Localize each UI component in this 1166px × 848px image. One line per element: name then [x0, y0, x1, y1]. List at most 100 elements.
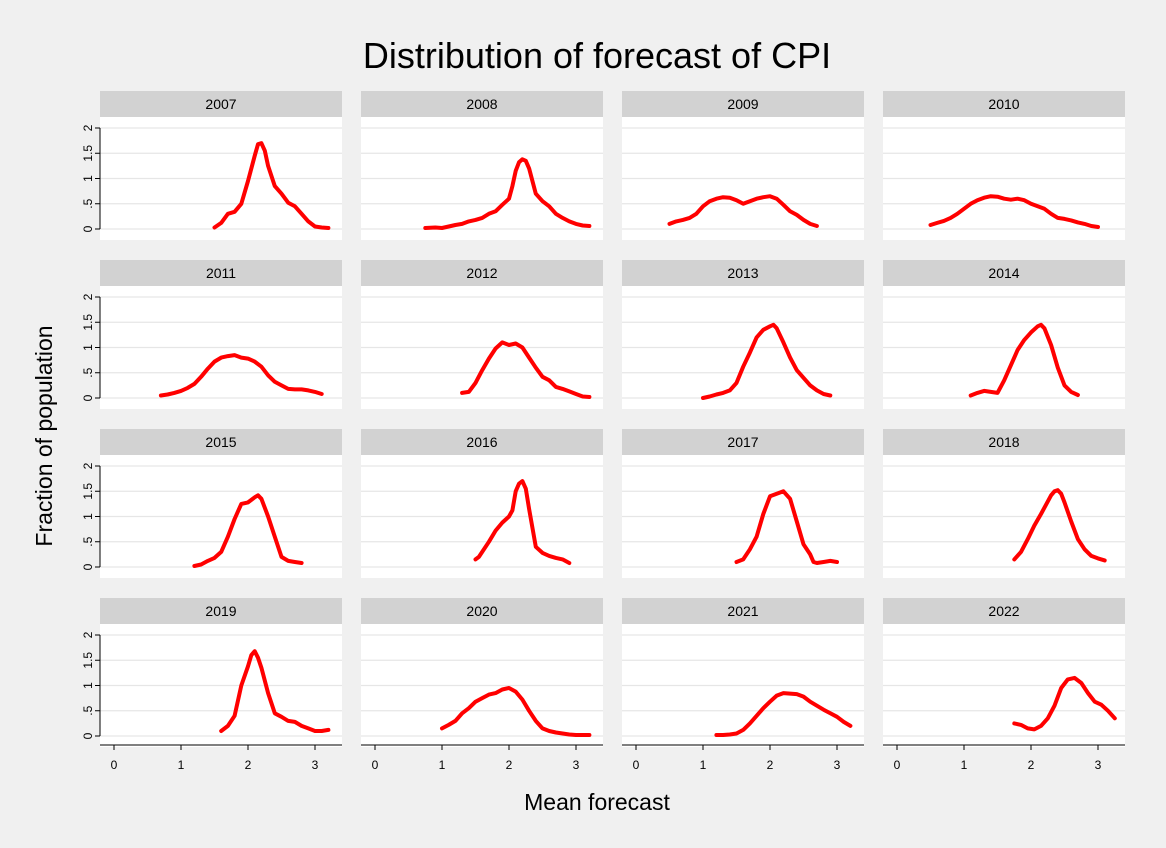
panel-2018: 2018	[883, 429, 1125, 578]
density-line-2021	[714, 691, 853, 737]
y-tick-label: 0	[81, 394, 95, 401]
panel-strip-label: 2019	[205, 603, 236, 619]
chart-title: Distribution of forecast of CPI	[363, 35, 831, 76]
density-line-2012	[460, 340, 592, 399]
panel-2019: 2019 0 .5 1 1.5 2 0 1 2 3	[81, 598, 342, 772]
y-tick-label: 1	[81, 513, 95, 520]
y-tick-label: 2	[81, 293, 95, 300]
panel-2014: 2014	[883, 260, 1125, 409]
density-line-2014	[968, 322, 1080, 398]
panel-2021: 2021 0 1 2 3	[622, 598, 864, 772]
x-tick-label: 2	[1028, 758, 1035, 772]
y-tick-label: 1.5	[81, 652, 95, 669]
y-tick-label: 0	[81, 225, 95, 232]
density-line-2007	[212, 141, 331, 230]
panel-2012: 2012	[361, 260, 603, 409]
y-tick-label: 2	[81, 462, 95, 469]
y-tick-label: 1	[81, 682, 95, 689]
panel-2015: 2015 0 .5 1 1.5 2	[81, 429, 342, 578]
panel-2008: 2008	[361, 91, 603, 240]
density-line-2008	[423, 157, 592, 230]
panel-strip	[361, 260, 603, 286]
x-tick-label: 0	[372, 758, 379, 772]
panel-2022: 2022 0 1 2 3	[883, 598, 1125, 772]
panel-strip-label: 2016	[466, 434, 497, 450]
y-tick-label: .5	[81, 198, 95, 208]
panel-2010: 2010	[883, 91, 1125, 240]
panel-strip	[100, 260, 342, 286]
panel-2020: 2020 0 1 2 3	[361, 598, 603, 772]
y-axis-title: Fraction of population	[31, 325, 57, 546]
x-tick-label: 1	[178, 758, 185, 772]
y-tick-label: 0	[81, 732, 95, 739]
x-tick-label: 3	[573, 758, 580, 772]
density-line-2009	[667, 194, 819, 228]
panel-2013: 2013	[622, 260, 864, 409]
x-tick-label: 1	[961, 758, 968, 772]
y-tick-label: 2	[81, 631, 95, 638]
x-tick-label: 2	[506, 758, 513, 772]
y-tick-label: 1	[81, 175, 95, 182]
panel-strip-label: 2012	[466, 265, 497, 281]
x-tick-label: 1	[439, 758, 446, 772]
panel-2016: 2016	[361, 429, 603, 578]
panel-2007: 2007 0 .5 1 1.5 2	[81, 91, 342, 240]
panel-strip	[622, 429, 864, 455]
density-line-2010	[928, 194, 1100, 229]
y-tick-label: 0	[81, 563, 95, 570]
x-tick-label: 0	[894, 758, 901, 772]
x-tick-label: 0	[111, 758, 118, 772]
panel-strip-label: 2015	[205, 434, 236, 450]
x-tick-label: 0	[633, 758, 640, 772]
panel-strip-label: 2013	[727, 265, 758, 281]
panel-strip	[883, 429, 1125, 455]
density-line-2019	[219, 649, 331, 733]
panel-strip	[100, 598, 342, 624]
panel-2011: 2011 0 .5 1 1.5 2	[81, 260, 342, 409]
y-tick-label: 1.5	[81, 314, 95, 331]
panel-strip-label: 2020	[466, 603, 497, 619]
panel-strip	[883, 598, 1125, 624]
x-tick-label: 3	[1095, 758, 1102, 772]
y-tick-label: 2	[81, 124, 95, 131]
y-tick-label: .5	[81, 536, 95, 546]
density-line-2015	[192, 493, 304, 568]
panel-strip-label: 2014	[988, 265, 1019, 281]
panel-strip-label: 2007	[205, 96, 236, 112]
panel-strip	[883, 91, 1125, 117]
panel-strip	[883, 260, 1125, 286]
x-tick-label: 3	[312, 758, 319, 772]
panel-strip	[622, 91, 864, 117]
x-tick-label: 2	[245, 758, 252, 772]
panel-strip	[361, 598, 603, 624]
density-line-2016	[473, 479, 572, 565]
panel-2017: 2017	[622, 429, 864, 578]
panel-strip-label: 2021	[727, 603, 758, 619]
x-axis-title: Mean forecast	[524, 789, 670, 815]
panel-strip-label: 2008	[466, 96, 497, 112]
panel-strip	[361, 429, 603, 455]
x-tick-label: 3	[834, 758, 841, 772]
density-line-2018	[1012, 488, 1107, 563]
density-line-2022	[1012, 675, 1117, 732]
y-tick-label: 1.5	[81, 483, 95, 500]
panel-strip	[100, 91, 342, 117]
panel-strip-label: 2022	[988, 603, 1019, 619]
x-tick-label: 2	[767, 758, 774, 772]
y-tick-label: .5	[81, 367, 95, 377]
panel-strip	[361, 91, 603, 117]
panel-strip-label: 2011	[206, 265, 236, 281]
y-tick-label: 1.5	[81, 145, 95, 162]
panel-strip-label: 2009	[727, 96, 758, 112]
panel-strip	[622, 260, 864, 286]
density-line-2020	[440, 686, 592, 737]
panel-strip-label: 2017	[727, 434, 758, 450]
y-tick-label: 1	[81, 344, 95, 351]
panel-strip-label: 2010	[988, 96, 1019, 112]
x-tick-label: 1	[700, 758, 707, 772]
density-line-2017	[734, 489, 839, 565]
panel-strip-label: 2018	[988, 434, 1019, 450]
density-line-2011	[158, 353, 324, 398]
